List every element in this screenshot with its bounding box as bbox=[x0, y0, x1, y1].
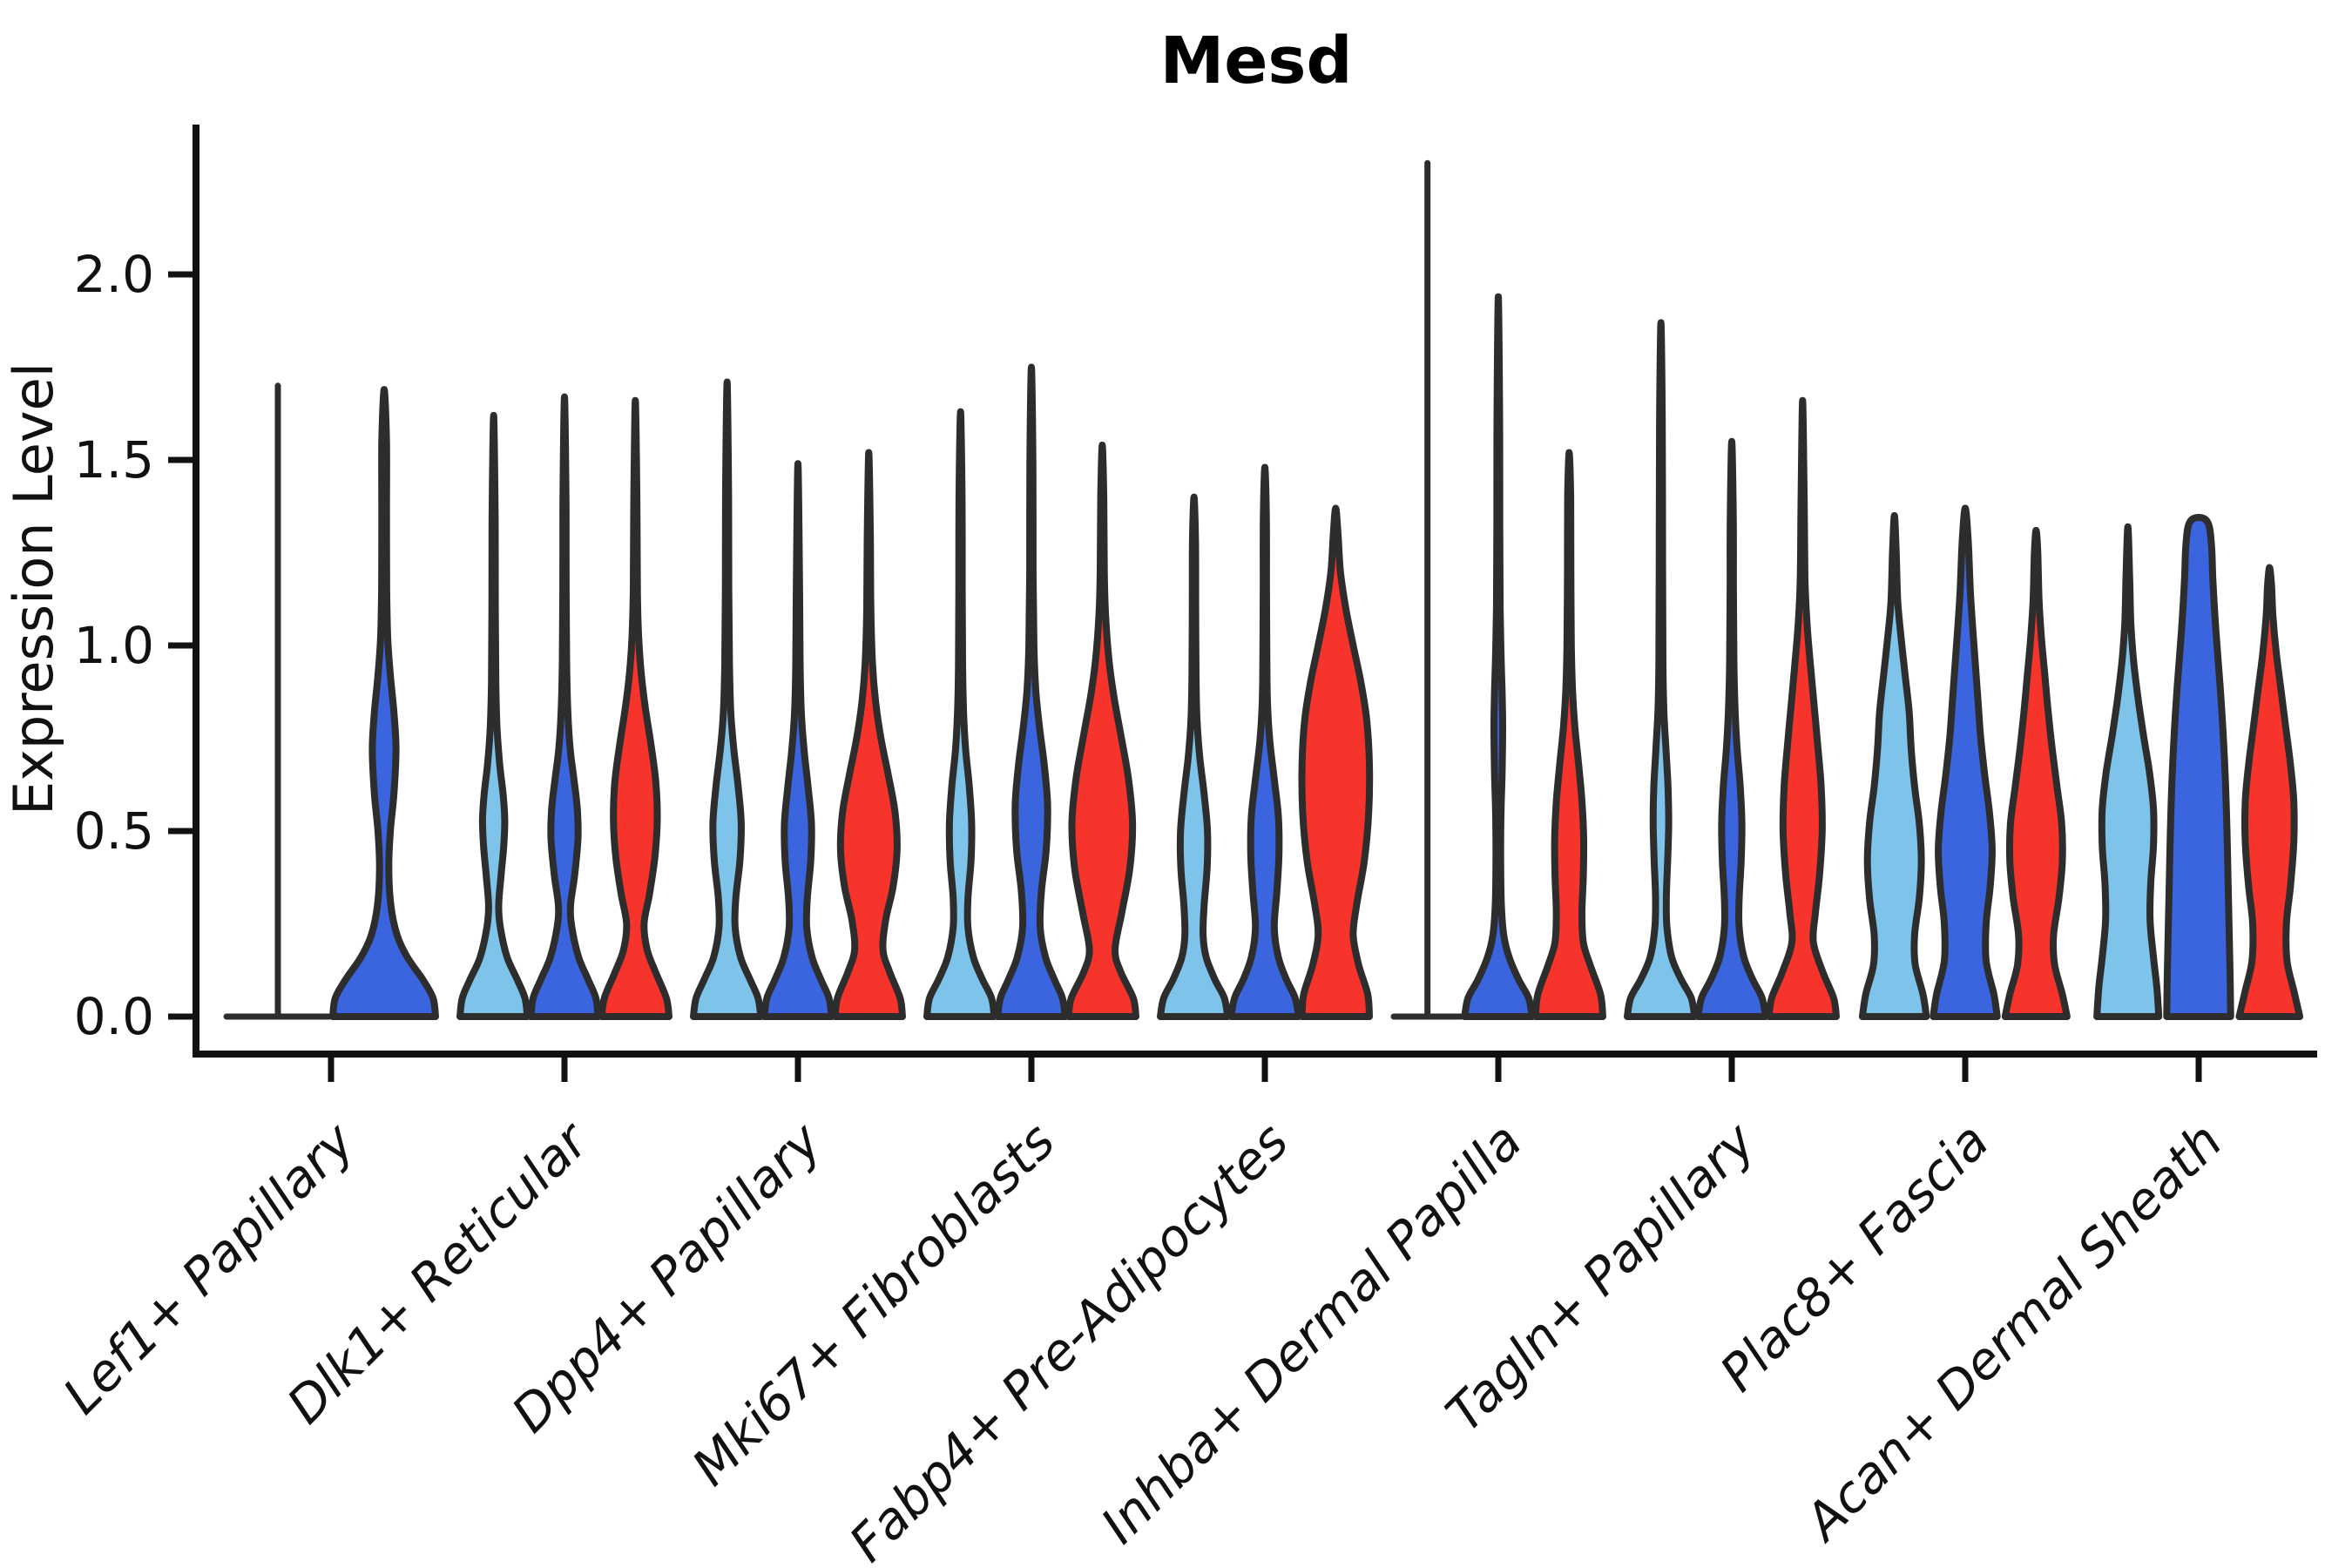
chart-title: Mesd bbox=[1160, 24, 1353, 98]
violin-tagln-papillary-group-red bbox=[1765, 396, 1840, 1020]
violin-dlk1-reticular-group-red bbox=[598, 396, 672, 1020]
violin-mki67-fibroblasts-group-red bbox=[1064, 442, 1139, 1020]
violin-acan-dermal-sheath-group-royal-blue bbox=[2163, 514, 2234, 1020]
y-tick-label: 1.5 bbox=[74, 430, 154, 490]
x-tick-label: Inhba+ Dermal Papilla bbox=[1090, 1112, 1533, 1555]
violin-dlk1-reticular-group-light-blue bbox=[456, 411, 531, 1020]
x-tick-label: Fabp4+ Pre-Adipocytes bbox=[838, 1112, 1300, 1568]
violin-dpp4-papillary-group-light-blue bbox=[690, 378, 765, 1020]
violin-inhba-dermal-papilla-group-royal-blue bbox=[1461, 293, 1536, 1020]
violin-lef1-papillary-group-royal-blue bbox=[329, 386, 439, 1020]
violin-acan-dermal-sheath-group-red bbox=[2235, 564, 2304, 1020]
y-tick-label: 0.5 bbox=[74, 801, 154, 861]
violin-fabp4-pre-adipocytes-group-royal-blue bbox=[1227, 463, 1302, 1020]
violin-plac8-fascia-group-light-blue bbox=[1858, 511, 1930, 1020]
y-tick-label: 1.0 bbox=[74, 616, 154, 675]
violin-dpp4-papillary-group-red bbox=[831, 449, 906, 1020]
y-tick-label: 2.0 bbox=[74, 245, 154, 304]
y-axis-label: Expression Level bbox=[2, 362, 65, 815]
violin-inhba-dermal-papilla-group-red bbox=[1531, 449, 1606, 1020]
y-tick-label: 0.0 bbox=[74, 987, 154, 1046]
x-tick-label: Acan+ Dermal Sheath bbox=[1791, 1112, 2234, 1554]
violin-tagln-papillary-group-royal-blue bbox=[1694, 437, 1769, 1020]
violin-mki67-fibroblasts-group-royal-blue bbox=[994, 363, 1069, 1020]
violin-dpp4-papillary-group-royal-blue bbox=[760, 460, 835, 1020]
violin-fabp4-pre-adipocytes-group-light-blue bbox=[1157, 493, 1232, 1020]
violin-fabp4-pre-adipocytes-group-red bbox=[1298, 504, 1374, 1020]
violin-plac8-fascia-group-red bbox=[2001, 526, 2071, 1020]
violins-layer bbox=[223, 159, 2304, 1020]
violin-mki67-fibroblasts-group-light-blue bbox=[923, 408, 998, 1020]
violin-plac8-fascia-group-royal-blue bbox=[1930, 504, 2001, 1020]
violin-dlk1-reticular-group-royal-blue bbox=[527, 393, 602, 1020]
violin-tagln-papillary-group-light-blue bbox=[1624, 319, 1699, 1020]
violin-acan-dermal-sheath-group-light-blue bbox=[2093, 523, 2163, 1020]
